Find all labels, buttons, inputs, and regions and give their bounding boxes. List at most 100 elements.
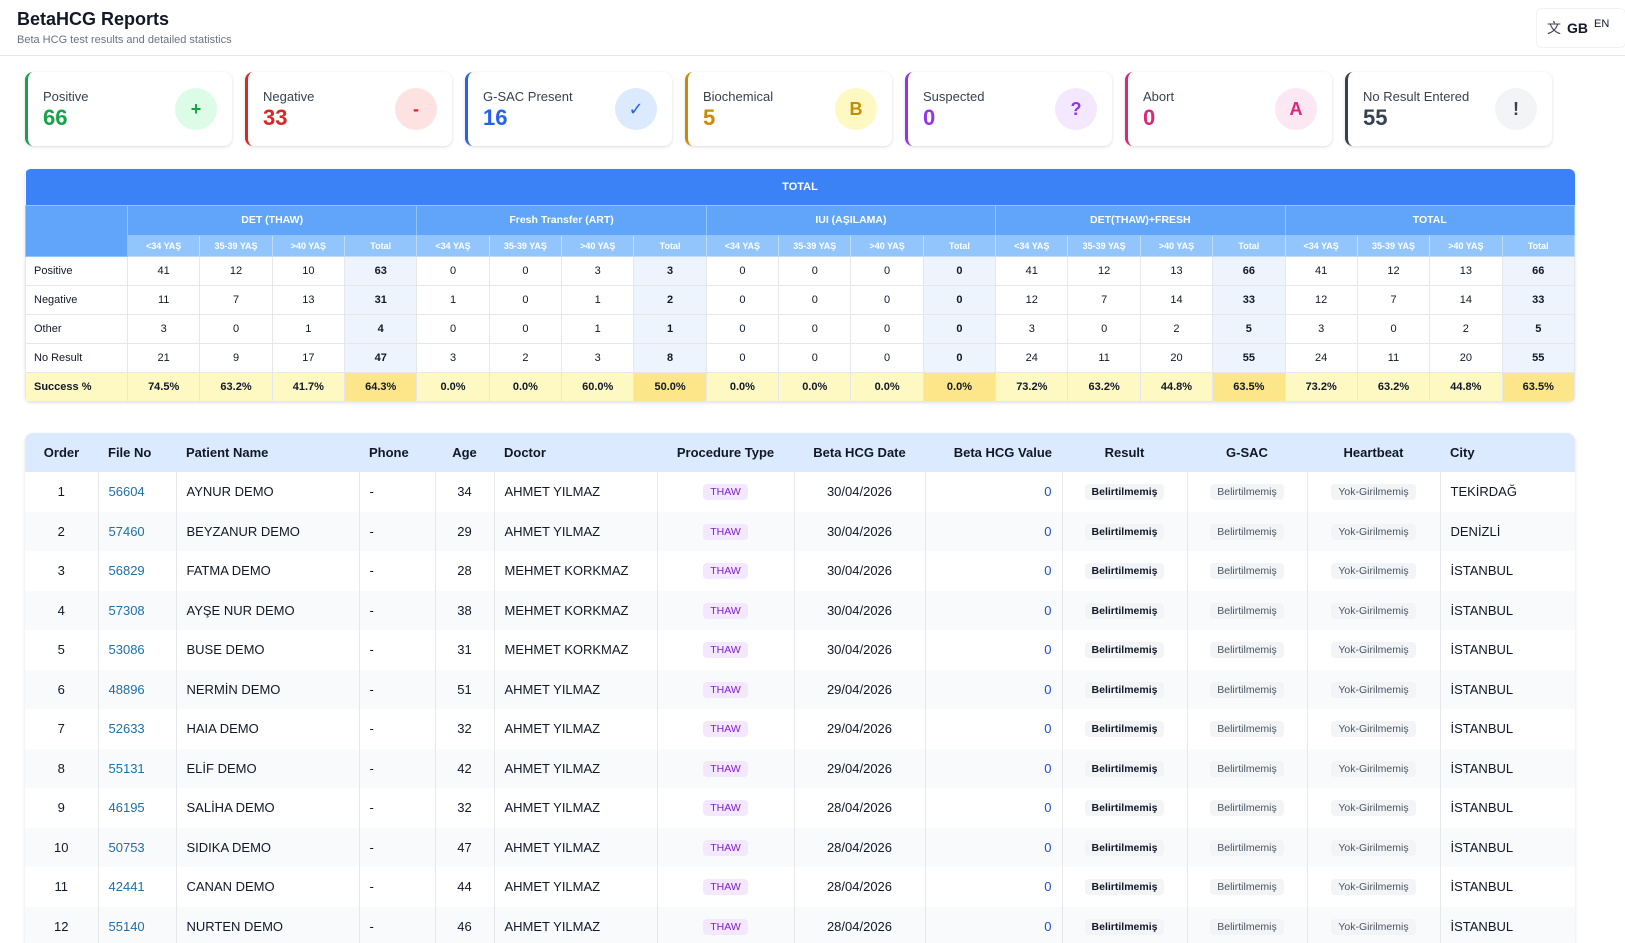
file-no-link[interactable]: 46195	[109, 800, 145, 815]
beta-value-cell: 0	[925, 828, 1062, 868]
date-cell: 29/04/2026	[794, 709, 925, 749]
column-header[interactable]: Order	[25, 433, 98, 472]
beta-value-cell: 0	[925, 630, 1062, 670]
procedure-badge: THAW	[703, 642, 748, 658]
gsac-badge: Belirtilmemiş	[1210, 603, 1284, 619]
patient-name-cell: BUSE DEMO	[176, 630, 359, 670]
phone-cell: -	[359, 828, 435, 868]
column-header[interactable]: Age	[435, 433, 494, 472]
stats-cell: 0	[706, 343, 778, 372]
stats-cell: 24	[996, 343, 1068, 372]
heartbeat-badge: Yok-Girilmemiş	[1331, 524, 1415, 540]
order-cell: 11	[25, 867, 98, 907]
age-subheader: 35-39 YAŞ	[200, 235, 272, 256]
result-cell: Belirtilmemiş	[1062, 709, 1187, 749]
file-no-cell: 46195	[98, 788, 176, 828]
procedure-cell: THAW	[657, 828, 794, 868]
page-subtitle: Beta HCG test results and detailed stati…	[17, 34, 232, 46]
column-header[interactable]: Patient Name	[176, 433, 359, 472]
stats-cell: 0	[923, 343, 995, 372]
file-no-link[interactable]: 50753	[109, 840, 145, 855]
file-no-link[interactable]: 56604	[109, 484, 145, 499]
stats-cell: 1	[562, 314, 634, 343]
heartbeat-badge: Yok-Girilmemiş	[1331, 761, 1415, 777]
file-no-link[interactable]: 57308	[109, 603, 145, 618]
stats-cell: 3	[996, 314, 1068, 343]
column-header[interactable]: City	[1440, 433, 1575, 472]
stats-cell: 11	[1068, 343, 1140, 372]
column-header[interactable]: File No	[98, 433, 176, 472]
result-cell: Belirtilmemiş	[1062, 670, 1187, 710]
file-no-link[interactable]: 52633	[109, 721, 145, 736]
beta-value-cell: 0	[925, 907, 1062, 943]
file-no-link[interactable]: 53086	[109, 642, 145, 657]
stats-cell: 13	[1140, 256, 1212, 285]
patient-name-cell: ELİF DEMO	[176, 749, 359, 789]
translate-icon: 文	[1547, 18, 1561, 38]
file-no-link[interactable]: 57460	[109, 524, 145, 539]
stats-cell: 0	[706, 314, 778, 343]
procedure-badge: THAW	[703, 524, 748, 540]
patient-name-cell: HAIA DEMO	[176, 709, 359, 749]
language-selector[interactable]: 文 GB EN	[1536, 8, 1625, 48]
file-no-cell: 57460	[98, 512, 176, 552]
stats-cell: 7	[1357, 285, 1429, 314]
stats-corner	[26, 205, 128, 256]
heartbeat-cell: Yok-Girilmemiş	[1307, 670, 1440, 710]
column-header[interactable]: Result	[1062, 433, 1187, 472]
column-header[interactable]: Procedure Type	[657, 433, 794, 472]
card-label: G-SAC Present	[483, 89, 573, 104]
stats-cell: 63.2%	[1357, 372, 1429, 401]
group-header: Fresh Transfer (ART)	[417, 205, 706, 235]
column-header[interactable]: Heartbeat	[1307, 433, 1440, 472]
card-value: 0	[923, 105, 935, 131]
stats-cell: 1	[417, 285, 489, 314]
file-no-link[interactable]: 56829	[109, 563, 145, 578]
date-cell: 30/04/2026	[794, 630, 925, 670]
date-cell: 29/04/2026	[794, 670, 925, 710]
date-cell: 30/04/2026	[794, 512, 925, 552]
procedure-cell: THAW	[657, 591, 794, 631]
gsac-cell: Belirtilmemiş	[1187, 670, 1307, 710]
stats-cell: 17	[272, 343, 344, 372]
column-header[interactable]: G-SAC	[1187, 433, 1307, 472]
file-no-link[interactable]: 48896	[109, 682, 145, 697]
column-header[interactable]: Phone	[359, 433, 435, 472]
column-header[interactable]: Doctor	[494, 433, 657, 472]
phone-cell: -	[359, 472, 435, 512]
result-badge: Belirtilmemiş	[1085, 840, 1165, 856]
heartbeat-cell: Yok-Girilmemiş	[1307, 551, 1440, 591]
file-no-link[interactable]: 55140	[109, 919, 145, 934]
file-no-link[interactable]: 55131	[109, 761, 145, 776]
heartbeat-cell: Yok-Girilmemiş	[1307, 472, 1440, 512]
phone-cell: -	[359, 788, 435, 828]
gsac-badge: Belirtilmemiş	[1210, 919, 1284, 935]
column-header[interactable]: Beta HCG Date	[794, 433, 925, 472]
group-header: DET(THAW)+FRESH	[996, 205, 1285, 235]
result-badge: Belirtilmemiş	[1085, 642, 1165, 658]
stats-cell: 2	[1140, 314, 1212, 343]
column-header[interactable]: Beta HCG Value	[925, 433, 1062, 472]
stats-cell: 7	[200, 285, 272, 314]
language-flag: GB	[1567, 20, 1588, 36]
heartbeat-badge: Yok-Girilmemiş	[1331, 563, 1415, 579]
stats-cell: 20	[1430, 343, 1502, 372]
file-no-link[interactable]: 42441	[109, 879, 145, 894]
result-badge: Belirtilmemiş	[1085, 800, 1165, 816]
procedure-cell: THAW	[657, 512, 794, 552]
